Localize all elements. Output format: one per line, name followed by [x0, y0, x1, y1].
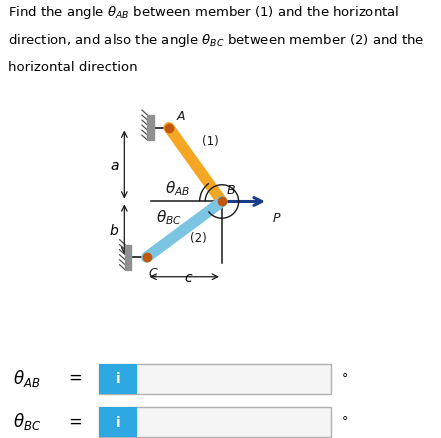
- Text: (2): (2): [190, 232, 206, 245]
- Text: °: °: [342, 414, 348, 427]
- Text: i: i: [116, 415, 120, 429]
- FancyBboxPatch shape: [99, 364, 331, 394]
- Text: $C$: $C$: [148, 266, 159, 279]
- Text: $a$: $a$: [110, 159, 120, 173]
- Text: $\theta_{AB}$: $\theta_{AB}$: [13, 367, 41, 388]
- Text: $c$: $c$: [184, 270, 193, 284]
- Text: $P$: $P$: [272, 212, 282, 225]
- Text: $B$: $B$: [226, 184, 236, 197]
- Text: =: =: [68, 412, 82, 430]
- Bar: [147, 116, 153, 141]
- Text: horizontal direction: horizontal direction: [8, 61, 138, 74]
- Text: Find the angle $\theta_{AB}$ between member (1) and the horizontal: Find the angle $\theta_{AB}$ between mem…: [8, 4, 399, 21]
- FancyBboxPatch shape: [99, 407, 331, 437]
- Text: °: °: [342, 371, 348, 384]
- Text: i: i: [116, 371, 120, 385]
- Text: (1): (1): [202, 134, 219, 147]
- FancyBboxPatch shape: [99, 364, 137, 394]
- Text: $\theta_{BC}$: $\theta_{BC}$: [156, 208, 182, 226]
- Text: =: =: [68, 368, 82, 386]
- FancyBboxPatch shape: [99, 407, 137, 437]
- Text: $\theta_{AB}$: $\theta_{AB}$: [164, 179, 190, 198]
- Text: direction, and also the angle $\theta_{BC}$ between member (2) and the: direction, and also the angle $\theta_{B…: [8, 32, 424, 49]
- Text: $\theta_{BC}$: $\theta_{BC}$: [13, 410, 41, 431]
- Text: $A$: $A$: [176, 110, 186, 123]
- Bar: [125, 245, 131, 270]
- Text: $b$: $b$: [109, 223, 120, 237]
